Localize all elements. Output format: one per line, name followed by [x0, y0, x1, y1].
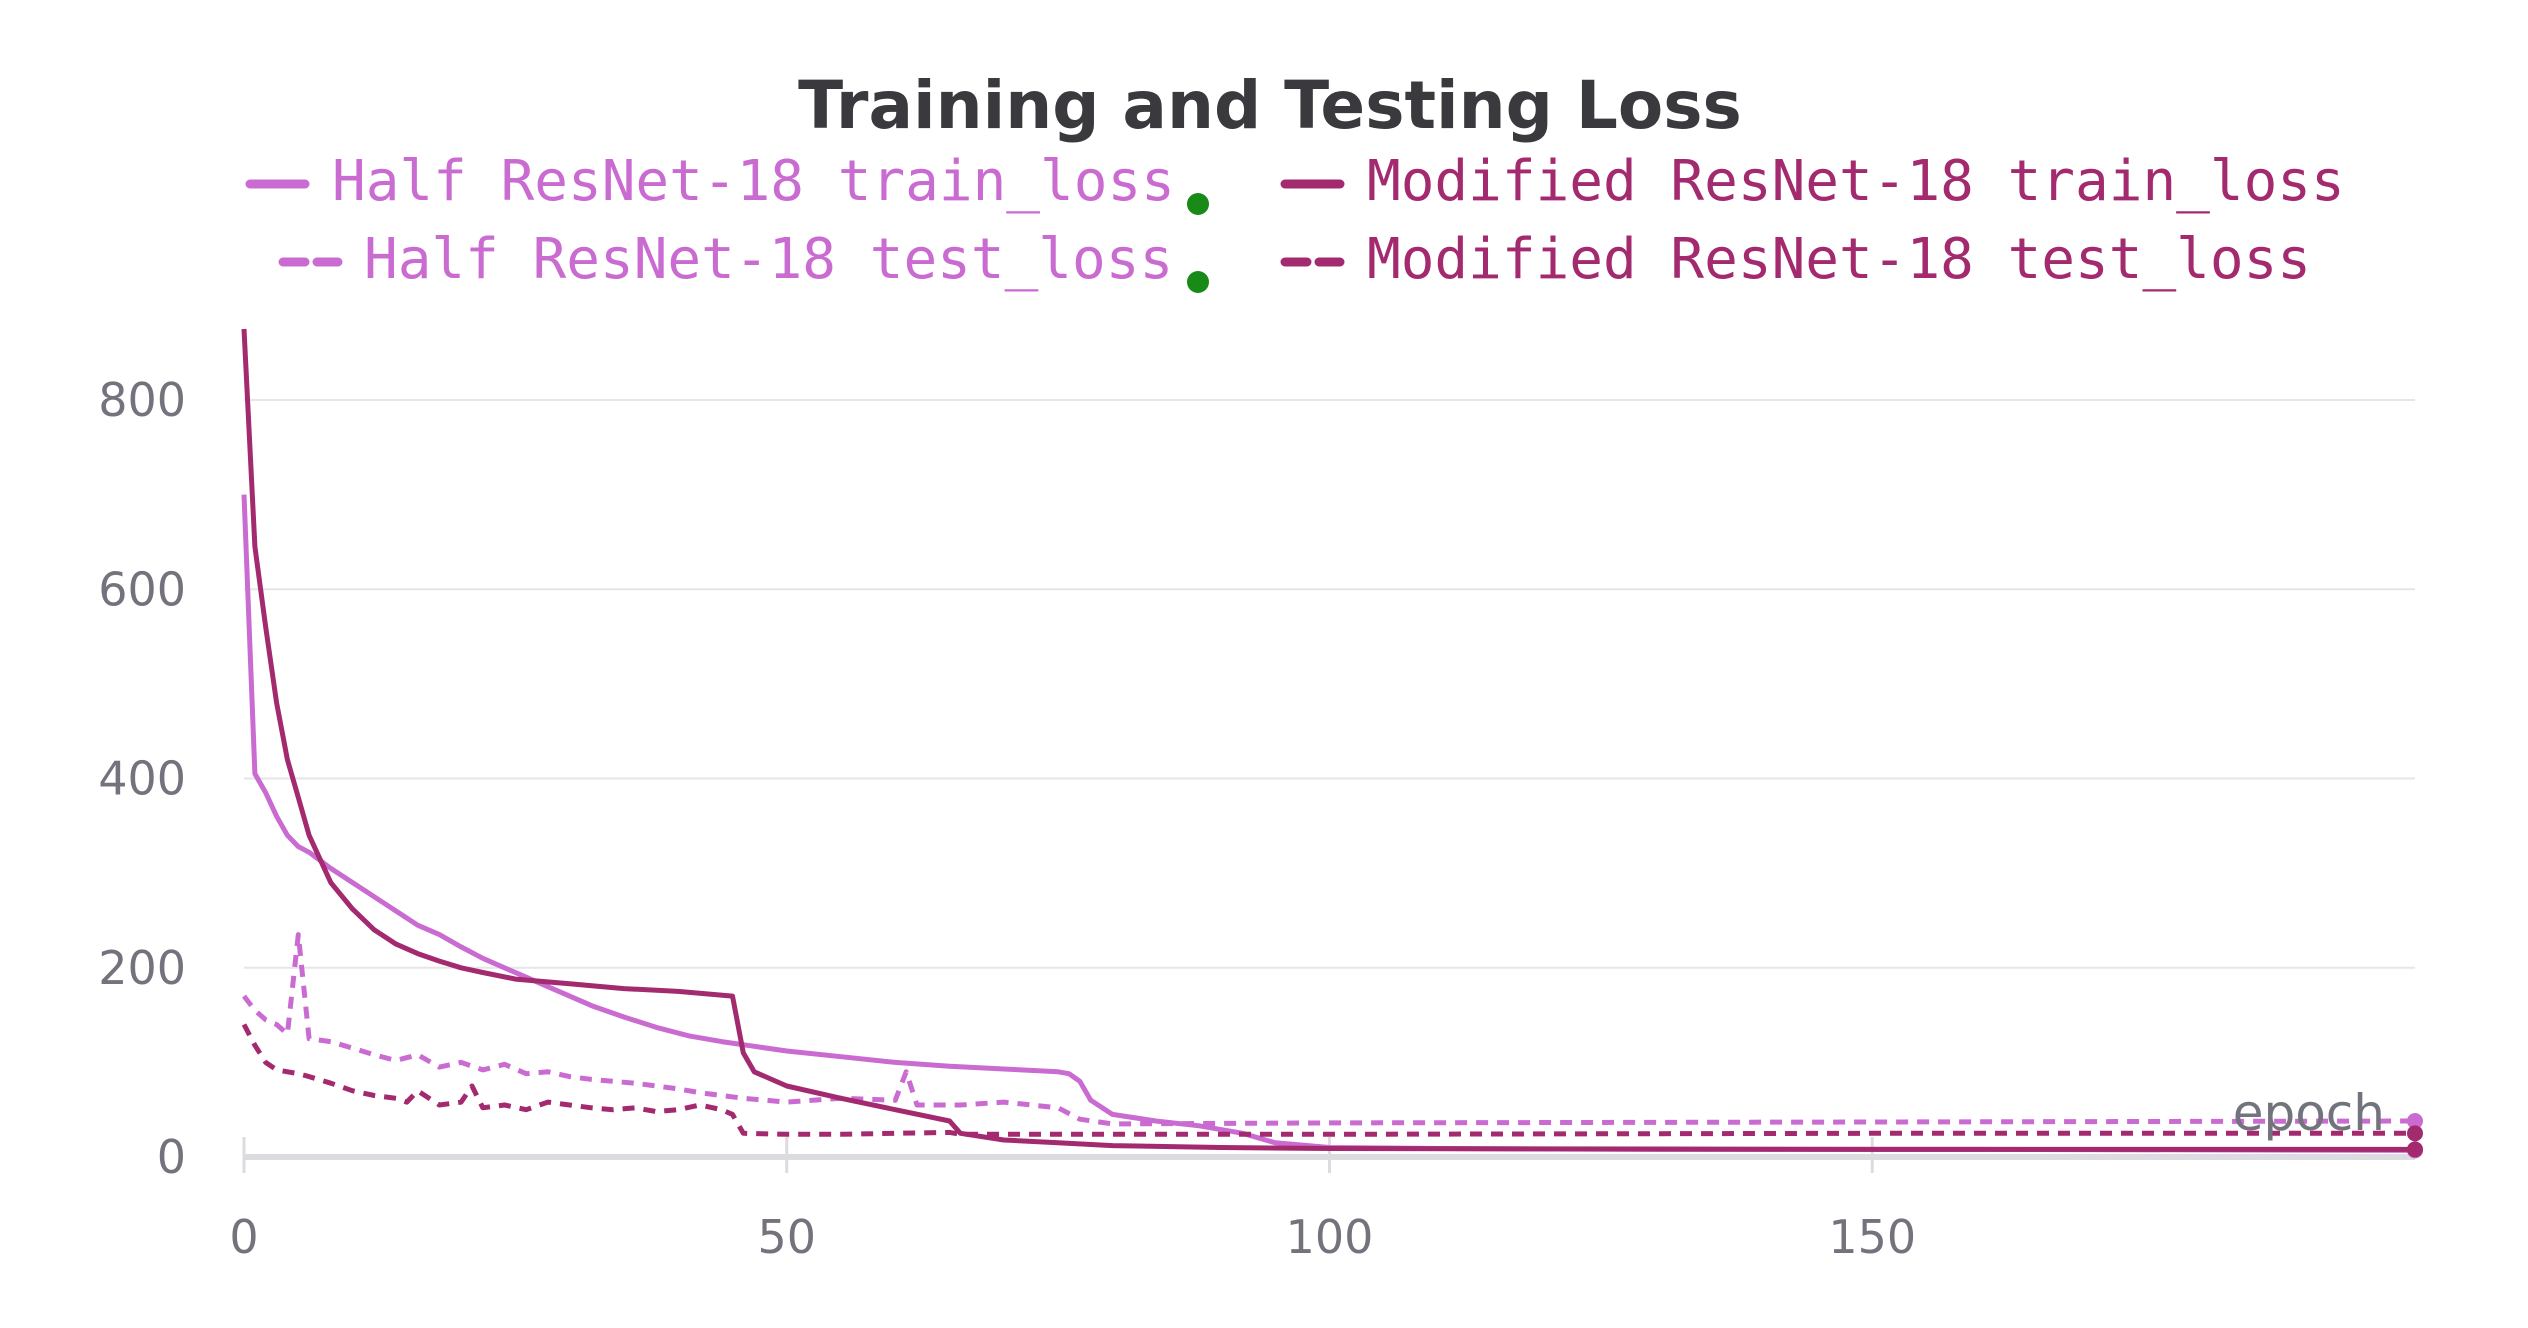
- series-line-0: [241, 494, 2416, 1153]
- legend-status-dot-0: [1187, 193, 1209, 215]
- y-tick-label: 200: [98, 941, 186, 995]
- x-tick-label: 150: [1828, 1210, 1916, 1264]
- x-axis-title: epoch: [2233, 1084, 2385, 1142]
- y-tick-label: 800: [98, 373, 186, 427]
- x-tick-label: 0: [229, 1210, 258, 1264]
- legend-label-3: Modified ResNet-18 test_loss: [1367, 227, 2311, 292]
- chart-title: Training and Testing Loss: [798, 67, 1742, 144]
- y-axis: 0 200 400 600 800: [98, 373, 186, 1184]
- legend: Half ResNet-18 train_loss Half ResNet-18 …: [245, 149, 2345, 293]
- series-end-point-3: [2407, 1125, 2423, 1142]
- y-tick-label: 0: [157, 1130, 186, 1184]
- series-line-2: [241, 328, 2415, 1152]
- y-tick-label: 600: [98, 562, 186, 616]
- series-group: [241, 328, 2423, 1159]
- legend-status-dot-1: [1187, 271, 1209, 293]
- series-line-1: [242, 932, 2416, 1127]
- legend-label-1: Half ResNet-18 test_loss: [364, 227, 1173, 292]
- series-end-point-1: [2407, 1113, 2423, 1130]
- series-end-point-2: [2407, 1141, 2423, 1158]
- x-tick-label: 100: [1286, 1210, 1374, 1264]
- series-line-3: [241, 1023, 2415, 1137]
- y-tick-label: 400: [98, 752, 186, 806]
- x-axis: 0 50 100 150: [229, 1137, 2415, 1264]
- legend-label-0: Half ResNet-18 train_loss: [332, 149, 1175, 214]
- x-tick-label: 50: [757, 1210, 816, 1264]
- legend-label-2: Modified ResNet-18 train_loss: [1367, 149, 2345, 214]
- gridlines: [244, 399, 2415, 969]
